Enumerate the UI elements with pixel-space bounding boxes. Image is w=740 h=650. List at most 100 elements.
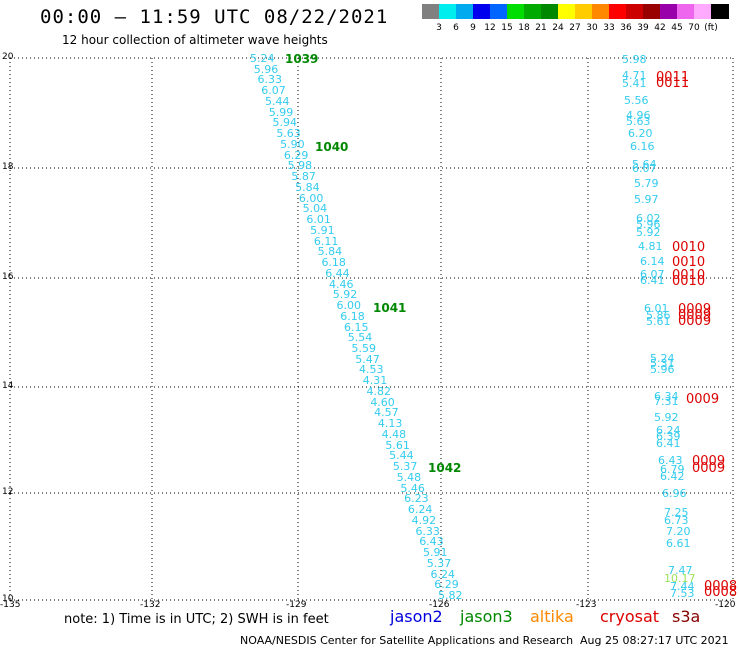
lat-label: 14 — [2, 381, 14, 391]
swh-value: 4.46 — [328, 277, 354, 291]
swh-value: 6.00 — [298, 191, 324, 205]
legend-swatch — [575, 4, 593, 19]
lon-label: -129 — [286, 600, 307, 610]
swh-value: 6.33 — [415, 524, 440, 538]
swh-value: 6.43 — [658, 454, 683, 467]
legend-swatch — [660, 4, 678, 19]
legend-swatch — [626, 4, 644, 19]
footer-note: note: 1) Time is in UTC; 2) SWH is in fe… — [64, 612, 329, 627]
pass-label: 0010 — [672, 268, 706, 283]
legend-label: 12 — [484, 23, 496, 33]
swh-value: 5.96 — [650, 363, 675, 376]
pass-label: 1040 — [315, 140, 349, 154]
swh-value: 6.11 — [313, 234, 339, 248]
legend-label: 36 — [620, 23, 632, 33]
swh-value: 6.07 — [261, 84, 286, 98]
swh-value: 4.57 — [374, 406, 399, 420]
swh-value: 4.71 — [622, 69, 647, 82]
satellite-altika: altika — [530, 607, 574, 626]
swh-value: 5.04 — [302, 202, 328, 216]
pass-label: 0008 — [704, 585, 738, 600]
swh-value: 5.79 — [634, 177, 659, 190]
legend-label: 6 — [453, 23, 459, 33]
swh-value: 5.91 — [422, 546, 448, 560]
swh-value: 6.44 — [325, 266, 350, 280]
lon-label: -120 — [715, 600, 736, 610]
swh-value: 4.60 — [370, 395, 395, 409]
swh-value: 6.15 — [344, 320, 369, 334]
pass-label: 0009 — [678, 314, 712, 329]
swh-value: 6.20 — [628, 127, 653, 140]
legend-swatch — [711, 4, 729, 19]
legend-swatch — [643, 4, 661, 19]
legend-label: 30 — [586, 23, 598, 33]
swh-value: 6.73 — [664, 514, 689, 527]
swh-value: 5.97 — [634, 193, 659, 206]
swh-value: 6.41 — [656, 437, 681, 450]
legend-label: 45 — [671, 23, 683, 33]
legend-swatch — [677, 4, 695, 19]
legend-label: 9 — [470, 23, 476, 33]
swh-value: 6.24 — [407, 503, 433, 517]
legend-label: 39 — [637, 23, 649, 33]
swh-value: 7.25 — [664, 506, 689, 519]
swh-value: 5.46 — [400, 481, 425, 495]
swh-value: 6.24 — [430, 567, 455, 581]
swh-value: 6.96 — [662, 487, 687, 500]
swh-value: 5.98 — [622, 53, 647, 66]
legend-swatch — [439, 4, 457, 19]
swh-value: 6.43 — [419, 535, 444, 549]
swh-value: 5.63 — [276, 127, 301, 141]
swh-value: 4.48 — [381, 427, 407, 441]
swh-value: 7.31 — [654, 395, 679, 408]
swh-value: 5.84 — [295, 180, 320, 194]
swh-value: 5.87 — [291, 170, 316, 184]
legend-label: 15 — [501, 23, 513, 33]
swh-value: 6.41 — [640, 274, 665, 287]
swh-value: 5.92 — [332, 288, 358, 302]
lat-label: 10 — [2, 594, 14, 604]
swh-value: 5.31 — [650, 357, 675, 370]
pass-label: 0010 — [672, 240, 706, 255]
legend-swatch — [541, 4, 559, 19]
swh-value: 4.31 — [362, 374, 388, 388]
swh-value: 5.96 — [636, 218, 661, 231]
swh-value: 6.61 — [666, 537, 691, 550]
swh-value: 6.79 — [660, 463, 685, 476]
pass-label: 0009 — [692, 454, 726, 469]
lon-label: -135 — [0, 600, 21, 610]
pass-label: 1042 — [428, 461, 462, 475]
satellite-cryosat: cryosat — [600, 607, 660, 626]
legend-swatch — [694, 4, 712, 19]
swh-value: 5.37 — [392, 460, 418, 474]
swh-value: 4.53 — [359, 363, 384, 377]
swh-value: 5.82 — [438, 589, 463, 602]
lon-label: -123 — [576, 600, 597, 610]
swh-value: 5.44 — [389, 449, 414, 463]
pass-label: 0009 — [678, 308, 712, 323]
lon-label: -126 — [429, 600, 450, 610]
map-title: 00:00 – 11:59 UTC 08/22/2021 — [40, 6, 389, 28]
swh-value: 4.81 — [638, 240, 663, 253]
legend-swatch — [558, 4, 576, 19]
swh-value: 4.13 — [377, 417, 403, 431]
lat-label: 18 — [2, 162, 14, 172]
legend-swatch — [473, 4, 491, 19]
lat-label: 12 — [2, 487, 14, 497]
pass-label: 0009 — [686, 392, 720, 407]
legend-swatch — [422, 4, 440, 19]
swh-value: 6.07 — [640, 268, 665, 281]
swh-value: 4.92 — [411, 513, 437, 527]
swh-value: 7.53 — [670, 587, 695, 600]
pass-label: 0011 — [656, 70, 690, 85]
swh-value: 5.86 — [646, 309, 671, 322]
swh-value: 5.94 — [272, 116, 298, 130]
swh-value: 5.63 — [626, 115, 651, 128]
lat-label: 16 — [2, 272, 14, 282]
swh-value: 6.24 — [656, 424, 681, 437]
swh-value: 6.18 — [340, 309, 365, 323]
legend-swatch — [456, 4, 474, 19]
swh-value: 6.16 — [630, 140, 655, 153]
pass-label: 0009 — [692, 461, 726, 476]
